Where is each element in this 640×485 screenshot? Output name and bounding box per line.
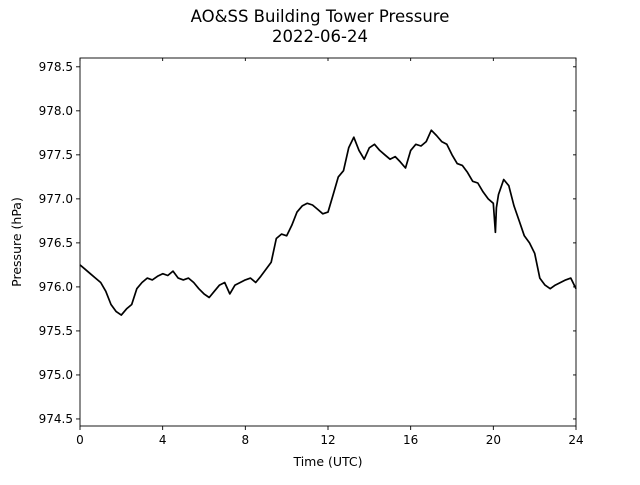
x-tick-label-6: 24 <box>568 433 583 447</box>
x-tick-label-5: 20 <box>486 433 501 447</box>
y-tick-label-7: 978.0 <box>39 104 73 118</box>
y-tick-label-5: 977.0 <box>39 192 73 206</box>
y-axis-label: Pressure (hPa) <box>9 197 24 287</box>
y-tick-label-1: 975.0 <box>39 368 73 382</box>
x-tick-label-0: 0 <box>76 433 84 447</box>
pressure-series-line-0 <box>79 129 577 316</box>
y-tick-label-8: 978.5 <box>39 60 73 74</box>
y-tick-label-3: 976.0 <box>39 280 73 294</box>
chart-subtitle: 2022-06-24 <box>272 27 368 46</box>
y-tick-label-2: 975.5 <box>39 324 73 338</box>
axes: 0 4 8 12 16 20 24 974.5 975.0 975.5 976.0 976.5 977.… <box>39 57 584 447</box>
x-tick-label-2: 8 <box>242 433 250 447</box>
x-axis-label: Time (UTC) <box>292 454 362 469</box>
chart-title-block: AO&SS Building Tower Pressure 2022-06-24 <box>0 7 640 47</box>
chart-title: AO&SS Building Tower Pressure <box>190 7 450 26</box>
plot-frame <box>79 57 577 427</box>
series-group <box>79 129 577 316</box>
x-tick-label-1: 4 <box>159 433 167 447</box>
y-tick-label-4: 976.5 <box>39 236 73 250</box>
x-tick-label-4: 16 <box>403 433 418 447</box>
x-tick-label-3: 12 <box>320 433 335 447</box>
y-tick-label-0: 974.5 <box>39 412 73 426</box>
y-tick-label-6: 977.5 <box>39 148 73 162</box>
